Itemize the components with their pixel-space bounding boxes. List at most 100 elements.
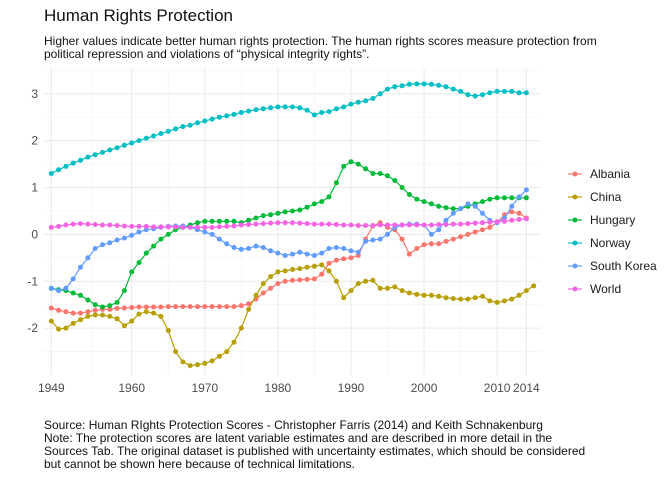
data-point [85, 297, 91, 303]
data-point [202, 118, 208, 124]
data-point [531, 283, 537, 289]
data-point [333, 278, 339, 284]
data-point [216, 224, 222, 230]
data-point [428, 222, 434, 228]
data-point [406, 192, 412, 197]
data-point [85, 221, 91, 227]
data-point [465, 92, 471, 98]
data-point [326, 221, 332, 227]
data-point [253, 107, 259, 113]
data-point [363, 166, 369, 172]
data-point [472, 220, 478, 226]
data-point [443, 84, 449, 90]
data-point [48, 224, 54, 230]
data-point [165, 224, 171, 230]
data-point [458, 234, 464, 240]
y-tick-label: -2 [27, 321, 38, 335]
data-point [399, 236, 405, 242]
data-point [92, 246, 98, 251]
data-point [443, 222, 449, 227]
data-point [385, 222, 390, 228]
data-point [107, 222, 113, 228]
data-point [326, 268, 332, 274]
chart-title: Human Rights Protection [44, 6, 233, 25]
data-point [70, 310, 76, 316]
legend-key-point [572, 194, 578, 200]
data-point [187, 224, 193, 230]
data-point [195, 224, 200, 230]
data-point [355, 281, 361, 287]
data-point [472, 295, 478, 301]
data-point [275, 220, 281, 226]
data-point [107, 303, 113, 309]
data-point [56, 223, 62, 229]
y-tick-label: 2 [31, 134, 38, 148]
data-point [311, 253, 317, 258]
y-tick-label: 0 [31, 227, 38, 241]
data-point [377, 222, 383, 228]
data-point [311, 276, 317, 282]
data-point [136, 223, 142, 229]
data-point [224, 304, 230, 310]
data-point [516, 90, 522, 96]
data-point [304, 107, 310, 113]
data-point [355, 249, 361, 255]
data-point [114, 223, 120, 228]
data-point [180, 124, 186, 130]
data-point [165, 231, 171, 237]
data-point [260, 213, 266, 219]
data-point [480, 199, 485, 205]
data-point [275, 281, 281, 287]
data-point [297, 266, 303, 272]
data-point [341, 295, 347, 301]
data-point [92, 302, 98, 308]
data-point [231, 218, 237, 224]
legend-label: China [590, 190, 622, 204]
data-point [385, 173, 390, 179]
data-point [326, 194, 332, 200]
data-point [480, 210, 485, 216]
data-point [180, 359, 186, 365]
data-point [472, 203, 478, 209]
data-point [370, 277, 376, 283]
data-point [399, 222, 405, 228]
data-point [421, 292, 427, 298]
data-point [392, 178, 398, 183]
data-point [202, 229, 208, 235]
caption-line: but cannot be shown here because of tech… [44, 457, 355, 471]
y-tick-label: -1 [27, 274, 38, 288]
data-point [268, 285, 274, 291]
caption-line: Note: The protection scores are latent v… [44, 431, 553, 445]
data-point [509, 296, 515, 302]
y-tick-label: 3 [31, 87, 38, 101]
data-point [348, 222, 354, 228]
data-point [63, 285, 69, 291]
data-point [70, 160, 76, 166]
data-point [523, 195, 529, 201]
data-point [136, 229, 142, 235]
data-point [326, 109, 332, 115]
data-point [348, 288, 354, 294]
data-point [246, 108, 252, 114]
data-point [502, 298, 507, 304]
data-point [311, 201, 317, 207]
x-tick-label: 2010 [484, 381, 511, 395]
data-point [151, 310, 157, 316]
x-tick-label: 1980 [265, 381, 292, 395]
data-point [216, 236, 222, 242]
chart-caption: Source: Human RIghts Protection Scores -… [44, 419, 664, 471]
subtitle-line: Higher values indicate better human righ… [44, 34, 597, 48]
data-point [436, 293, 442, 299]
data-point [209, 224, 215, 230]
data-point [78, 292, 83, 298]
data-point [253, 292, 259, 298]
data-point [70, 290, 76, 296]
data-point [136, 311, 142, 317]
data-point [282, 253, 288, 258]
data-point [428, 81, 434, 87]
data-point [78, 317, 83, 323]
data-point [465, 201, 471, 207]
data-point [385, 285, 390, 291]
x-tick-label: 2000 [411, 381, 438, 395]
data-point [304, 221, 310, 227]
